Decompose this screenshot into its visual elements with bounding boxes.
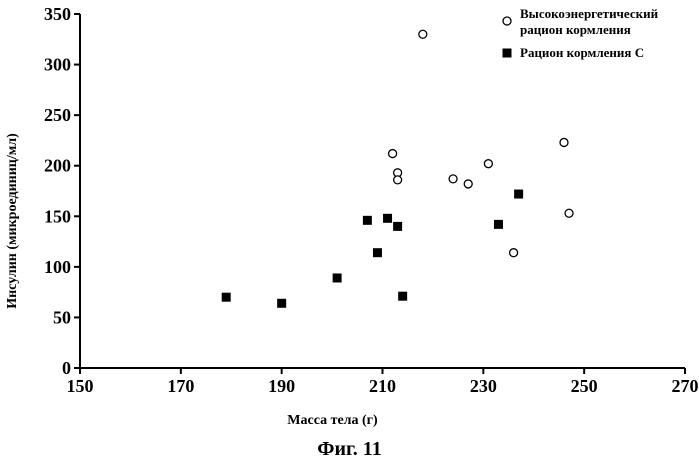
y-tick-label: 100 (44, 257, 71, 277)
axes: 0 50 100 150 200 250 300 350 150 170 190 210 230 250 2… (5, 4, 699, 428)
x-tick-label: 190 (268, 376, 295, 396)
diet-c-point (277, 299, 286, 308)
y-tick-label: 300 (44, 55, 71, 75)
high-energy-diet-point (484, 160, 492, 168)
diet-c-point (333, 273, 342, 282)
y-tick-label: 150 (44, 206, 71, 226)
x-tick-label: 210 (369, 376, 396, 396)
y-tick-label: 250 (44, 105, 71, 125)
diet-c-point (373, 248, 382, 257)
legend-marker-diet-c (503, 49, 512, 58)
x-tick-label: 230 (470, 376, 497, 396)
legend: Высокоэнергетическийрацион кормления Раци… (503, 6, 659, 60)
diet-c-point (363, 216, 372, 225)
diet-c-point (393, 222, 402, 231)
high-energy-diet-point (419, 30, 427, 38)
diet-c-point (398, 292, 407, 301)
high-energy-diet-point (389, 150, 397, 158)
high-energy-diet-point (510, 249, 518, 257)
diet-c-point (383, 214, 392, 223)
diet-c-point (514, 190, 523, 199)
x-tick-label: 270 (672, 376, 699, 396)
y-tick-label: 350 (44, 4, 71, 24)
high-energy-diet-point (560, 138, 568, 146)
legend-marker-high-energy (503, 17, 511, 25)
x-tick-label: 150 (67, 376, 94, 396)
y-tick-label: 50 (53, 307, 71, 327)
legend-label-high-energy: рацион кормления (520, 22, 631, 37)
x-tick-label: 250 (571, 376, 598, 396)
diet-c-point (494, 220, 503, 229)
figure-caption: Фиг. 11 (0, 438, 699, 461)
high-energy-diet-point (449, 175, 457, 183)
y-axis-title: Инсулин (микроединиц/мл) (5, 133, 20, 309)
high-energy-diet-point (565, 209, 573, 217)
y-tick-label: 0 (62, 358, 71, 378)
high-energy-diet-point (394, 176, 402, 184)
high-energy-diet-point (464, 180, 472, 188)
data-points (222, 30, 573, 308)
diet-c-point (222, 293, 231, 302)
y-tick-label: 200 (44, 156, 71, 176)
legend-label-high-energy: Высокоэнергетический (520, 6, 659, 21)
legend-label-diet-c: Рацион кормления С (520, 45, 644, 60)
x-tick-label: 170 (167, 376, 194, 396)
x-axis-title: Масса тела (г) (287, 413, 378, 428)
